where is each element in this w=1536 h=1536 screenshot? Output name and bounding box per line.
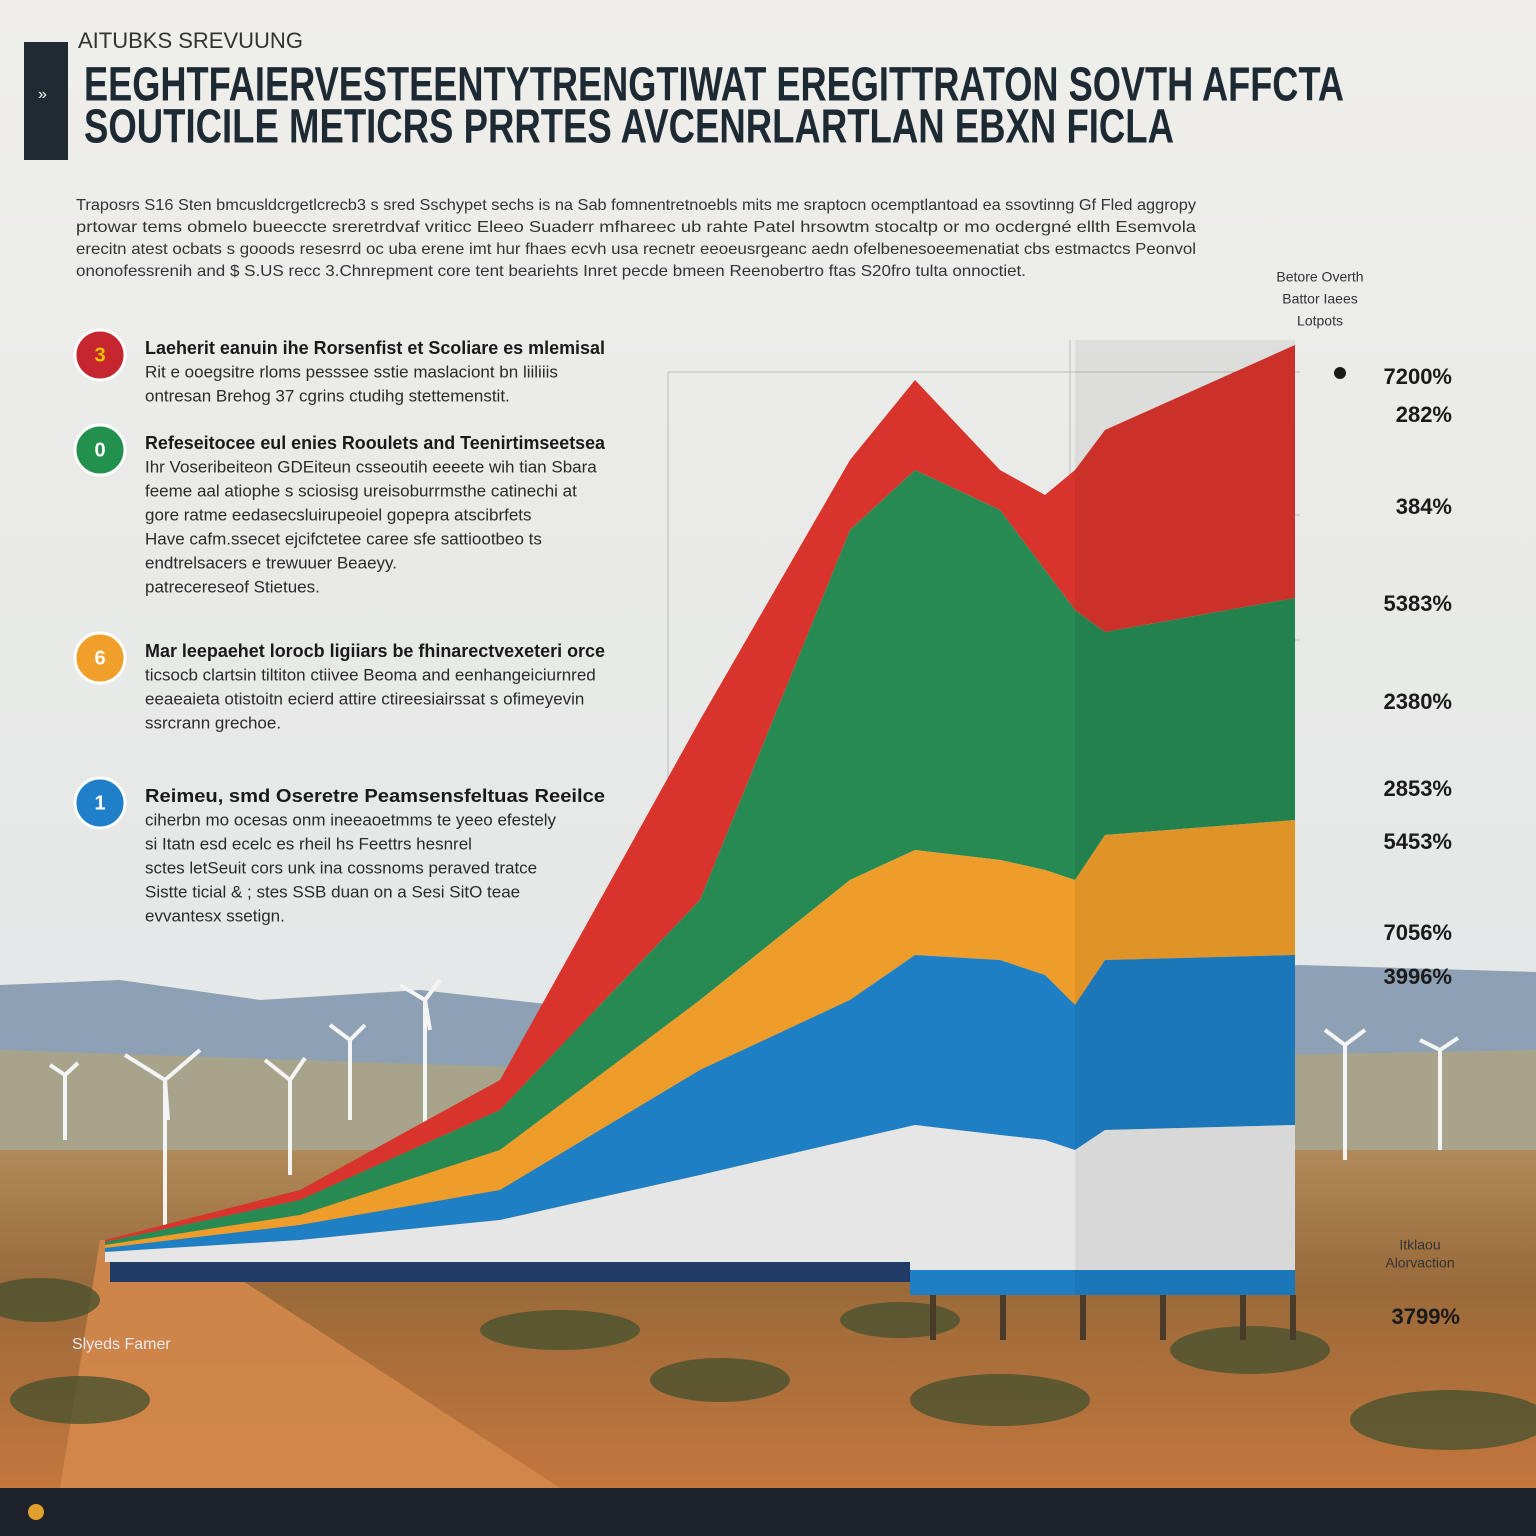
item-body: eeaeaieta otistoitn ecierd attire ctiree… [145,689,584,708]
title: SOUTICILE METICRS PRRTES AVCENRLARTLAN E… [84,101,1174,154]
badge [73,423,127,477]
item-body: feeme aal atiophe s sciosisg ureisoburrm… [145,481,577,500]
item-body: Rit e ooegsitre rloms pesssee sstie masl… [145,362,558,381]
band [105,345,1295,1242]
value-label: 3996% [1383,964,1452,989]
support-post [1000,1295,1006,1340]
band [105,955,1295,1252]
badge-number: 0 [94,439,105,461]
badge-number: 3 [94,344,105,366]
badge [73,776,127,830]
item-heading: Laeherit eanuin ihe Rorsenfist et Scolia… [145,338,605,358]
text-layer: Traposrs S16 Sten bmcusldcrgetlcrecb3 s … [54,197,1520,1518]
support-post [1160,1295,1166,1340]
item-heading: Mar leepaehet lorocb ligiiars be fhinare… [145,641,605,661]
legend-label: Betore Overth [1276,269,1363,285]
item-body: ticsocb clartsin tiltiton ctiivee Beoma … [145,665,596,684]
value-label: 7200% [1383,364,1452,389]
support-post [1080,1295,1086,1340]
intro-line: Traposrs S16 Sten bmcusldcrgetlcrecb3 s … [76,197,1196,214]
support-post [1290,1295,1296,1340]
value-label: 384% [1396,494,1452,519]
intro-line: prtowar tems obmelo bueeccte sreretrdvaf… [76,219,1196,236]
value-label: 5383% [1383,591,1452,616]
band [105,470,1295,1245]
shrubs [0,1278,1536,1450]
kicker: AITUBKS SREVUUNG [78,28,303,53]
band [105,820,1295,1248]
item-body: sctes letSeuit cors unk ina cossnoms per… [145,858,537,877]
item-body: si Itatn esd ecelc es rheil hs Feettrs h… [145,834,472,853]
band-base [910,1270,1295,1295]
value-label: 7056% [1383,920,1452,945]
support-post [930,1295,936,1340]
badge [73,631,127,685]
item-body: Sistte ticial & ; stes SSB duan on a Ses… [145,882,520,901]
value-label: 2853% [1383,776,1452,801]
item-body: ontresan Brehog 37 cgrins ctudihg stette… [145,386,510,405]
road [60,1240,560,1488]
item-body: evvantesx ssetign. [145,906,285,925]
title: EEGHTFAIERVESTEENTYTRENGTIWAT EREGITTRAT… [84,59,1344,112]
side-note: Alorvaction [1385,1255,1454,1271]
item-body: Ihr Voseribeiteon GDEiteun csseoutih eee… [145,457,597,476]
item-body: ciherbn mo ocesas onm ineeaoetmms te yee… [145,810,557,829]
item-heading: Reimeu, smd Oseretre Peamsensfeltuas Ree… [145,786,605,806]
band-shadow [110,1262,910,1282]
item-body: gore ratme eedasecsluirupeoiel gopepra a… [145,505,532,524]
band-shadow [1075,340,1295,1295]
badge [73,328,127,382]
item-body: endtrelsacers e trewuuer Beaeyy. [145,553,397,572]
legend-dot [1334,367,1346,379]
item-body: patrecereseof Stietues. [145,577,320,596]
support-post [1240,1295,1246,1340]
badge-number: 1 [94,792,105,814]
wind-turbines [48,978,1460,1240]
header-icon: » [38,86,47,103]
caption: Slyeds Famer [72,1336,171,1353]
legend-label: Battor Iaees [1282,291,1358,307]
badge-number: 6 [94,647,105,669]
item-body: ssrcrann grechoe. [145,713,281,732]
header-bar [24,42,68,160]
side-value: 3799% [1391,1304,1460,1329]
legend-label: Lotpots [1297,313,1343,329]
value-label: 282% [1396,402,1452,427]
side-note: Itklaou [1399,1237,1440,1253]
stacked-shape [105,340,1300,1340]
intro-line: erecitn atest ocbats s gooods resesrrd o… [76,241,1196,258]
item-heading: Refeseitocee eul enies Rooulets and Teen… [145,433,606,453]
footer-bar [0,1488,1536,1536]
footer-logo [28,1504,44,1520]
item-body: Have cafm.ssecet ejcifctetee caree sfe s… [145,529,542,548]
value-label: 2380% [1383,689,1452,714]
value-label: 5453% [1383,829,1452,854]
band [105,1125,1295,1295]
intro-line: ononofessrenih and $ S.US recc 3.Chnrepm… [76,263,1026,280]
